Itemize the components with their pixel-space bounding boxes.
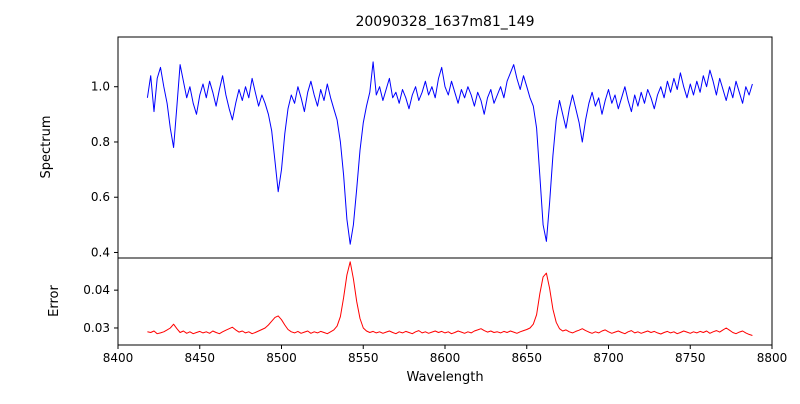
x-tick-label: 8650 [511,351,542,365]
error-y-axis-label: Error [47,285,62,317]
x-tick-label: 8750 [675,351,706,365]
spectrum-line [146,61,753,245]
y-tick-label: 0.03 [83,321,110,335]
x-tick-label: 8400 [103,351,134,365]
y-tick-label: 0.4 [91,245,110,259]
error-line [147,261,753,336]
x-tick-label: 8600 [430,351,461,365]
plot-content: 0.4 0.6 0.8 1.0 0.03 0.04 8400 8450 8500 8550 8600… [83,36,788,365]
y-tick-label: 0.04 [83,283,110,297]
chart-title: 20090328_1637m81_149 [355,14,534,30]
x-axis-label: Wavelength [406,370,483,385]
y-tick-label: 1.0 [91,80,110,94]
spectrum-y-axis-label: Spectrum [39,116,54,179]
y-tick-label: 0.8 [91,135,110,149]
top-panel-frame [117,36,773,259]
x-tick-label: 8500 [266,351,297,365]
y-tick-label: 0.6 [91,190,110,204]
x-tick-label: 8700 [593,351,624,365]
x-tick-label: 8450 [184,351,215,365]
x-tick-label: 8550 [348,351,379,365]
x-tick-label: 8800 [757,351,788,365]
